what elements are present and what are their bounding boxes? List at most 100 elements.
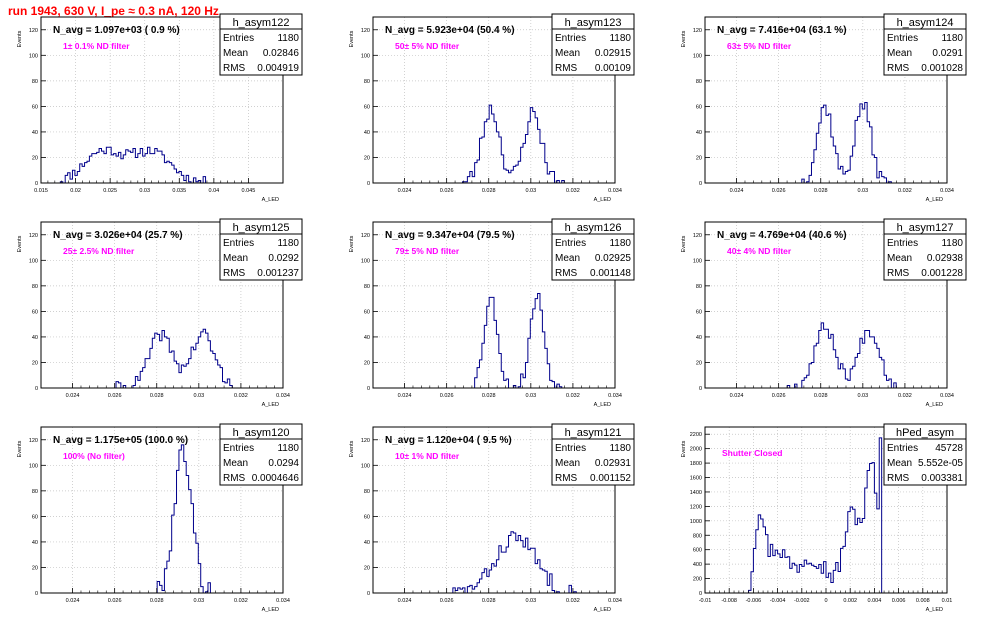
x-tick-label: 0.024 [66,393,80,399]
x-tick-label: 0.026 [772,188,786,194]
stats-box [219,423,303,486]
stats-value-rms: 0.00109 [595,63,632,74]
x-tick-label: 0.032 [898,188,912,194]
stats-label-mean: Mean [887,458,912,469]
stats-label-entries: Entries [555,238,586,249]
histogram-panel-h_asym121: 0.024 0.026 0.028 0.03 0.032 0.034 0 20 40 60 80 10… [349,423,635,613]
x-tick-label: 0.032 [234,598,248,604]
stats-label-entries: Entries [555,33,586,44]
x-tick-label: 0.028 [482,393,496,399]
filter-annotation: 50± 5% ND filter [395,41,460,51]
stats-value-rms: 0.003381 [921,473,963,484]
plot-frame [40,221,284,389]
x-tick-label: 0.034 [608,598,622,604]
y-tick-label: 20 [364,155,370,161]
y-axis-label: Events [349,30,355,47]
stats-label-mean: Mean [887,253,912,264]
x-tick-label: 0.034 [608,393,622,399]
x-tick-label: 0.024 [730,393,744,399]
y-tick-label: 100 [29,53,38,59]
y-tick-label: 80 [364,284,370,290]
x-tick-label: 0.026 [108,598,122,604]
histogram-panel-hPed_asym: -0.01 -0.008 -0.006 -0.004 -0.002 0 0.002 0.004… [681,423,967,613]
y-tick-label: 40 [364,130,370,136]
y-tick-label: 60 [32,514,38,520]
y-tick-label: 40 [32,130,38,136]
stats-label-rms: RMS [887,63,910,74]
y-tick-label: 20 [364,360,370,366]
histogram-panel-h_asym125: 0.024 0.026 0.028 0.03 0.032 0.034 0 20 40 60 80 10… [17,218,303,408]
y-tick-label: 0 [367,181,370,187]
x-tick-label: 0.026 [440,393,454,399]
y-tick-label: 40 [696,335,702,341]
x-tick-label: 0.032 [566,598,580,604]
y-tick-label: 80 [696,284,702,290]
x-tick-label: -0.002 [794,598,810,604]
x-tick-label: 0.026 [772,393,786,399]
histogram-panel-h_asym122: 0.015 0.02 0.025 0.03 0.035 0.04 0.045 0 20 40 60 8… [17,13,303,203]
x-tick-label: 0.024 [398,188,412,194]
y-tick-label: 1400 [690,490,702,496]
y-axis-label: Events [681,440,687,457]
histogram-panel-h_asym126: 0.024 0.026 0.028 0.03 0.032 0.034 0 20 40 60 80 10… [349,218,635,408]
navg-label: N_avg = 4.769e+04 (40.6 %) [717,230,847,241]
y-tick-label: 120 [361,233,370,239]
filter-annotation: Shutter Closed [722,448,782,458]
x-tick-label: 0.034 [276,393,290,399]
stats-value-entries: 1180 [609,238,631,249]
x-tick-label: -0.004 [770,598,786,604]
x-tick-label: 0.03 [193,393,204,399]
stats-value-entries: 1180 [609,443,631,454]
y-tick-label: 0 [35,181,38,187]
y-tick-label: 60 [696,104,702,110]
x-tick-label: 0.035 [172,188,186,194]
x-tick-label: 0.032 [566,188,580,194]
histogram-name: h_asym123 [565,17,622,29]
stats-label-mean: Mean [555,253,580,264]
stats-value-entries: 1180 [277,238,299,249]
filter-annotation: 25± 2.5% ND filter [63,246,135,256]
stats-label-entries: Entries [223,33,254,44]
y-tick-label: 120 [693,28,702,34]
y-tick-label: 20 [32,155,38,161]
x-tick-label: 0.034 [608,188,622,194]
x-tick-label: 0.028 [150,598,164,604]
y-tick-label: 80 [696,79,702,85]
x-axis-label: A_LED [926,607,943,613]
x-tick-label: 0.024 [730,188,744,194]
histogram-name: hPed_asym [896,427,954,439]
x-tick-label: 0.03 [857,393,868,399]
y-tick-label: 60 [364,514,370,520]
x-tick-label: 0.03 [193,598,204,604]
y-tick-label: 20 [696,360,702,366]
x-tick-label: 0.028 [814,188,828,194]
filter-annotation: 10± 1% ND filter [395,451,460,461]
y-axis-label: Events [17,440,23,457]
y-tick-label: 40 [364,540,370,546]
stats-value-mean: 0.02925 [595,253,632,264]
histogram-panel-h_asym123: 0.024 0.026 0.028 0.03 0.032 0.034 0 20 40 60 80 10… [349,13,635,203]
stats-box [551,218,635,281]
stats-value-rms: 0.001148 [590,268,631,279]
stats-value-rms: 0.001028 [921,63,963,74]
x-tick-label: 0.04 [208,188,219,194]
y-tick-label: 40 [32,540,38,546]
stats-box [883,423,967,486]
plot-frame [40,16,284,184]
y-tick-label: 100 [693,258,702,264]
y-tick-label: 60 [364,104,370,110]
y-tick-label: 80 [364,79,370,85]
filter-annotation: 63± 5% ND filter [727,41,792,51]
stats-value-mean: 0.0294 [268,458,299,469]
y-axis-label: Events [349,235,355,252]
stats-label-rms: RMS [555,63,578,74]
y-tick-label: 400 [693,562,702,568]
x-tick-label: 0.026 [440,598,454,604]
x-tick-label: 0.015 [34,188,48,194]
y-tick-label: 100 [693,53,702,59]
y-tick-label: 100 [361,463,370,469]
x-tick-label: 0.03 [525,598,536,604]
x-tick-label: 0.03 [525,393,536,399]
y-tick-label: 0 [367,386,370,392]
x-tick-label: 0.028 [482,188,496,194]
